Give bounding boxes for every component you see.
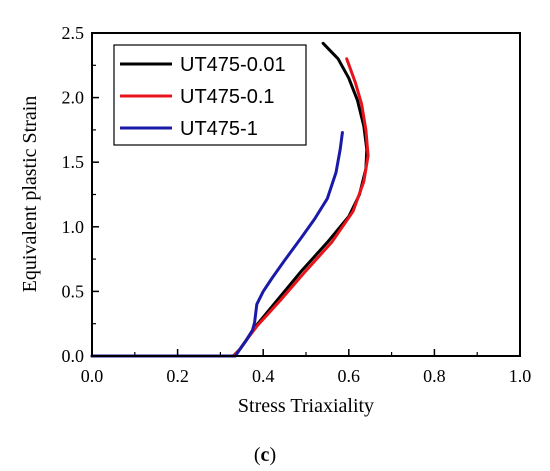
x-tick-label: 1.0 xyxy=(509,366,532,386)
y-tick-label: 0.5 xyxy=(62,281,85,301)
panel-label: (c) xyxy=(254,444,276,466)
y-tick-label: 2.5 xyxy=(62,23,85,43)
series-line-2 xyxy=(90,131,344,358)
panel-label-letter: c xyxy=(261,444,270,466)
y-axis-title: Equivalent plastic Strain xyxy=(19,96,41,293)
y-tick-label: 2.0 xyxy=(62,88,85,108)
y-tick-label: 1.0 xyxy=(62,217,85,237)
legend-label-0: UT475-0.01 xyxy=(180,54,286,76)
ticks-layer: 0.0 0.2 0.4 0.6 0.8 1.0 0.0 0.5 1.0 1.5 2.0 2.5 xyxy=(62,23,532,386)
series-layer xyxy=(90,41,370,358)
y-tick-label: 0.0 xyxy=(62,346,85,366)
x-tick-label: 0.8 xyxy=(423,366,446,386)
legend: UT475-0.01 UT475-0.1 UT475-1 xyxy=(113,44,307,146)
x-axis-title: Stress Triaxiality xyxy=(238,395,374,417)
legend-label-2: UT475-1 xyxy=(180,118,258,140)
legend-label-1: UT475-0.1 xyxy=(180,86,275,108)
x-tick-label: 0.0 xyxy=(81,366,104,386)
y-tick-label: 1.5 xyxy=(62,152,85,172)
x-tick-label: 0.4 xyxy=(252,366,275,386)
x-tick-label: 0.2 xyxy=(166,366,189,386)
panel-label-close: ) xyxy=(269,444,276,466)
x-tick-label: 0.6 xyxy=(338,366,361,386)
panel-label-open: ( xyxy=(254,444,261,466)
